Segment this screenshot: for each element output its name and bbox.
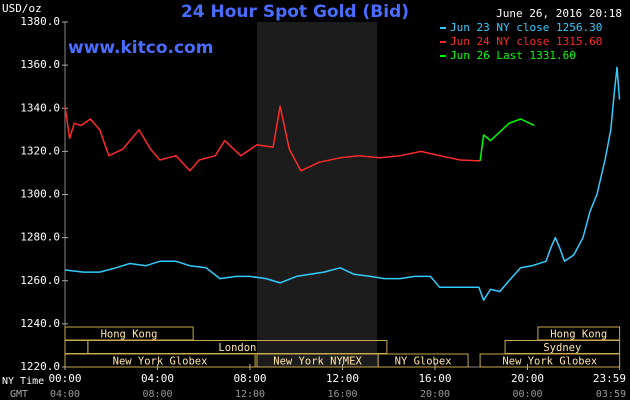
y-tick-label: 1320.0 (20, 144, 60, 157)
y-tick-label: 1220.0 (20, 360, 60, 373)
y-tick-label: 1340.0 (20, 101, 60, 114)
session-box (377, 353, 469, 368)
x-tick-label: 00:00 (48, 372, 81, 385)
session-label: Hong Kong (101, 329, 158, 341)
session-label: New York Globex (113, 356, 208, 368)
x-tick-label: 04:00 (141, 372, 174, 385)
y-tick-label: 1360.0 (20, 58, 60, 71)
x2-axis-label: GMT (10, 389, 28, 400)
session-box (64, 340, 89, 354)
x-axis-label: NY Time (2, 376, 44, 387)
series-line (479, 118, 535, 162)
y-tick-label: 1380.0 (20, 15, 60, 28)
y-tick-label: 1300.0 (20, 188, 60, 201)
x2-tick-label: 00:00 (512, 389, 542, 400)
session-label: Sydney (543, 342, 581, 354)
y-tick-label: 1280.0 (20, 231, 60, 244)
x2-tick-label: 08:00 (142, 389, 172, 400)
legend-label: Jun 23 NY close 1256.30 (450, 21, 602, 34)
x-tick-label: 23:59 (593, 372, 626, 385)
x2-tick-label: 16:00 (327, 389, 357, 400)
y-tick-label: 1240.0 (20, 317, 60, 330)
chart-title: 24 Hour Spot Gold (Bid) (181, 2, 409, 22)
series-line (64, 66, 621, 301)
session-label: Hong Kong (550, 329, 607, 341)
session-label: London (218, 342, 256, 354)
watermark: www.kitco.com (68, 38, 213, 58)
sessions: Hong Kong Hong Kong London Sydney New York G… (64, 326, 621, 368)
x2-tick-label: 20:00 (420, 389, 450, 400)
y-axis-label: USD/oz (2, 2, 42, 15)
x2-tick-label: 12:00 (235, 389, 265, 400)
session-box (64, 353, 256, 368)
x-tick-label: 12:00 (326, 372, 359, 385)
x2-tick-label: 04:00 (50, 389, 80, 400)
session-label: NY Globex (395, 356, 452, 368)
shaded-region (256, 22, 378, 367)
legend-label: Jun 24 NY close 1315.60 (450, 35, 602, 48)
series-line (64, 105, 481, 172)
session-label: New York NYMEX (273, 356, 362, 368)
legend-label: Jun 26 Last 1331.60 (450, 49, 576, 62)
x-tick-label: 20:00 (511, 372, 544, 385)
timestamp: June 26, 2016 20:18 (496, 7, 622, 20)
x-tick-label: 08:00 (233, 372, 266, 385)
y-tick-label: 1260.0 (20, 274, 60, 287)
x-tick-label: 16:00 (418, 372, 451, 385)
session-label: New York Globex (502, 356, 597, 368)
x2-tick-label: 03:59 (596, 389, 626, 400)
session-box (479, 353, 621, 368)
